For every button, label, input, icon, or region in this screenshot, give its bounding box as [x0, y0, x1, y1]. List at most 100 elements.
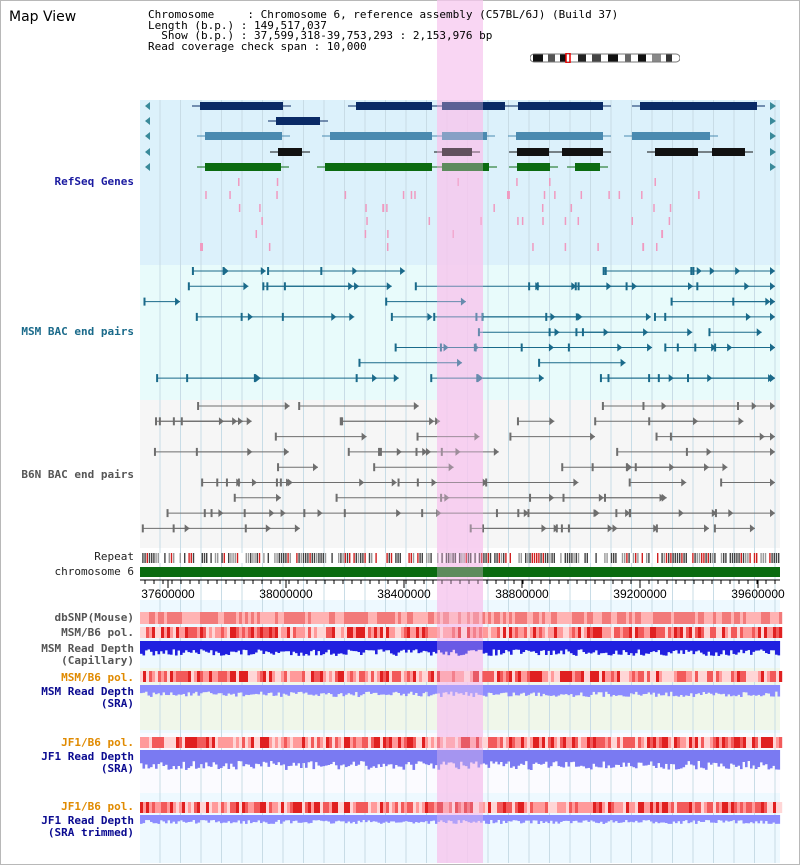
msm-depth-sra-bar — [172, 685, 176, 695]
track-label-b6n-bac[interactable]: B6N BAC end pairs — [21, 468, 134, 481]
msm-depth-capillary-bar — [497, 641, 501, 650]
msm-pol-heat — [281, 627, 285, 638]
axis-tick-label: 39600000 — [731, 587, 785, 601]
msm-depth-sra-bar — [567, 685, 571, 696]
jf1-depth-sra-bar — [402, 750, 406, 770]
msm-pol2-heat — [380, 671, 384, 682]
repeat-tick — [456, 553, 459, 563]
dbsnp-heat — [731, 612, 735, 624]
msm-depth-sra-bar — [270, 685, 273, 693]
msm-pol2-heat — [143, 671, 147, 682]
jf1-depth-sra-bar — [727, 750, 731, 769]
jf1-pol-heat — [638, 737, 642, 748]
jf1-pol-heat — [458, 737, 462, 748]
repeat-tick — [758, 553, 760, 563]
jf1-pol-heat — [431, 737, 435, 748]
msm-bac-end — [191, 267, 194, 275]
msm-bac-end — [478, 374, 484, 383]
jf1-depth-sra-bar — [427, 750, 431, 766]
msm-depth-sra-bar — [665, 685, 668, 693]
msm-depth-sra-bar — [355, 685, 358, 693]
jf1-depth-trimmed-bar — [610, 815, 613, 821]
msm-depth-sra-bar — [737, 685, 741, 695]
jf1-depth-sra-bar — [295, 750, 298, 766]
gene-exon — [330, 132, 432, 140]
msm-depth-capillary-bar — [735, 641, 738, 655]
repeat-tick — [179, 553, 181, 563]
b6n-bac-end — [549, 417, 555, 426]
msm-pol-heat — [656, 627, 660, 638]
jf1-pol2-heat — [257, 802, 261, 813]
jf1-depth-sra-bar — [320, 750, 323, 767]
msm-depth-capillary-bar — [557, 641, 561, 654]
repeat-tick — [395, 553, 397, 563]
jf1-pol-heat — [239, 737, 243, 748]
msm-depth-sra-bar — [267, 685, 271, 694]
jf1-pol2-heat — [290, 802, 294, 813]
jf1-depth-sra-bar — [702, 750, 706, 769]
jf1-depth-sra-bar — [582, 750, 586, 767]
msm-depth-capillary-bar — [475, 641, 478, 652]
repeat-tick — [560, 553, 562, 563]
msm-depth-sra-bar — [577, 685, 581, 696]
msm-pol2-heat — [665, 671, 669, 682]
msm-depth-sra-bar — [607, 685, 611, 695]
jf1-pol2-heat — [161, 802, 165, 813]
msm-depth-sra-bar — [402, 685, 406, 694]
jf1-pol-heat — [725, 737, 729, 748]
jf1-depth-sra-bar — [630, 750, 633, 767]
dbsnp-heat — [566, 612, 570, 624]
dbsnp-heat — [668, 612, 672, 624]
repeat-tick — [148, 553, 151, 563]
jf1-pol-heat — [440, 737, 444, 748]
msm-depth-sra-bar — [290, 685, 293, 693]
refseq-snp-tick — [452, 230, 454, 238]
msm-depth-sra-bar — [482, 685, 486, 696]
jf1-pol-heat — [422, 737, 426, 748]
jf1-pol2-heat — [464, 802, 468, 813]
refseq-snp-tick — [414, 191, 416, 199]
jf1-pol-heat — [542, 737, 546, 748]
refseq-snp-tick — [698, 191, 700, 199]
jf1-depth-sra-bar — [480, 750, 483, 765]
b6n-bac-end — [770, 478, 775, 487]
msm-pol2-heat — [677, 671, 681, 682]
msm-depth-sra-bar — [605, 685, 608, 692]
msm-depth-sra-bar — [705, 685, 708, 694]
msm-pol-heat — [758, 627, 762, 638]
repeat-tick — [643, 553, 646, 563]
msm-pol2-heat — [554, 671, 558, 682]
b6n-bac-end — [770, 432, 775, 441]
msm-depth-sra-bar — [250, 685, 253, 695]
jf1-pol2-heat — [467, 802, 471, 813]
msm-pol-heat — [557, 627, 561, 638]
jf1-depth-trimmed-bar — [482, 815, 486, 821]
msm-depth-sra-bar — [190, 685, 193, 696]
jf1-pol2-heat — [509, 802, 513, 813]
msm-pol-heat — [668, 627, 672, 638]
jf1-depth-sra-bar — [502, 750, 506, 767]
refseq-snp-tick — [543, 191, 546, 199]
repeat-tick — [441, 553, 443, 563]
msm-depth-capillary-bar — [142, 641, 146, 656]
msm-pol-heat — [401, 627, 405, 638]
jf1-depth-trimmed-bar — [280, 815, 283, 824]
b6n-bac-end — [347, 447, 350, 456]
jf1-depth-sra-bar — [510, 750, 513, 768]
msm-depth-sra-bar — [540, 685, 543, 697]
msm-depth-sra-bar — [200, 685, 203, 694]
refseq-snp-tick — [386, 243, 389, 251]
track-label-msm-bac[interactable]: MSM BAC end pairs — [21, 325, 134, 338]
jf1-pol2-heat — [155, 802, 159, 813]
dbsnp-heat — [467, 612, 471, 624]
chromosome-ideogram[interactable] — [530, 53, 680, 63]
msm-depth-capillary-bar — [590, 641, 593, 654]
jf1-pol-heat — [752, 737, 756, 748]
jf1-pol-heat — [716, 737, 720, 748]
repeat-tick — [338, 553, 340, 563]
track-label-refseq[interactable]: RefSeq Genes — [54, 175, 134, 188]
msm-bac-end — [352, 267, 358, 275]
msm-depth-capillary-bar — [162, 641, 166, 654]
jf1-depth-trimmed-bar — [650, 815, 653, 822]
msm-pol2-heat — [566, 671, 570, 682]
